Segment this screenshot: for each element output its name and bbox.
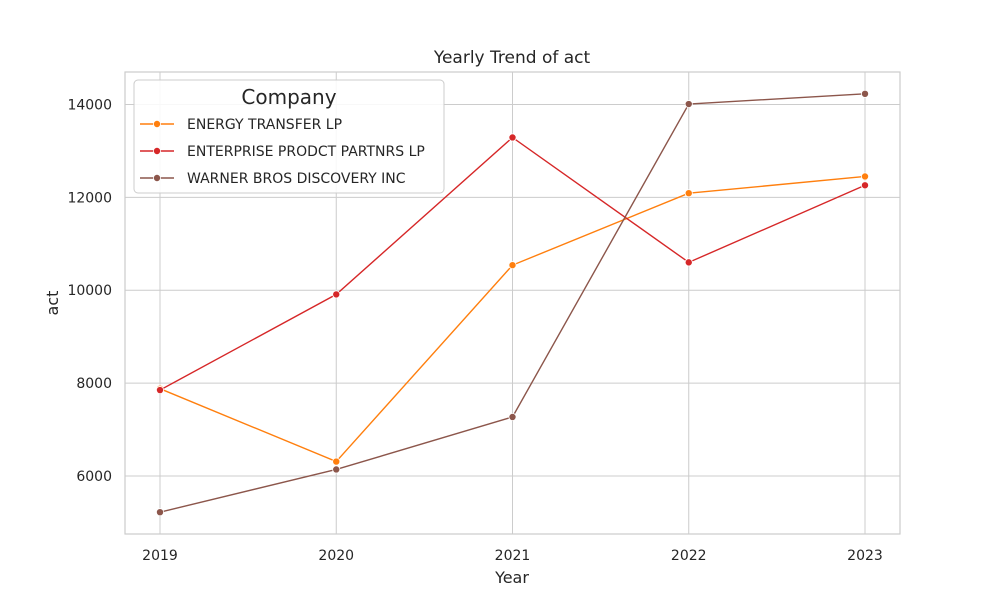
legend-label: ENTERPRISE PRODCT PARTNRS LP: [187, 144, 425, 160]
y-axis-label: act: [43, 291, 62, 316]
x-tick-label: 2021: [495, 548, 531, 564]
x-tick-label: 2019: [142, 548, 178, 564]
x-tick-label: 2020: [318, 548, 354, 564]
data-point: [684, 258, 693, 267]
x-tick-labels: 2019 2020 2021 2022 2023: [142, 548, 883, 564]
x-tick-label: 2022: [671, 548, 707, 564]
legend-entries: ENERGY TRANSFER LP ENTERPRISE PRODCT PART…: [140, 117, 425, 187]
x-axis-label: Year: [494, 568, 529, 587]
data-point: [861, 181, 870, 190]
legend-marker: [152, 173, 161, 182]
legend-entry: WARNER BROS DISCOVERY INC: [140, 171, 406, 187]
data-point: [332, 290, 341, 299]
series-layer: [155, 89, 870, 517]
legend: Company ENERGY TRANSFER LP ENTERPRISE PRO…: [133, 79, 445, 194]
data-point: [508, 412, 517, 421]
x-tick-label: 2023: [847, 548, 883, 564]
data-point: [684, 189, 693, 198]
y-tick-label: 12000: [67, 190, 112, 206]
data-point: [861, 172, 870, 181]
legend-label: WARNER BROS DISCOVERY INC: [187, 171, 406, 187]
data-point: [332, 457, 341, 466]
legend-box: [133, 79, 445, 194]
series-2: [155, 133, 870, 395]
legend-entry: ENTERPRISE PRODCT PARTNRS LP: [140, 144, 425, 160]
series-3: [155, 89, 870, 517]
grid-lines: [125, 72, 900, 534]
data-point: [861, 89, 870, 98]
legend-label: ENERGY TRANSFER LP: [187, 117, 342, 133]
chart-title: Yearly Trend of act: [433, 48, 591, 68]
y-tick-label: 10000: [67, 283, 112, 299]
data-point: [508, 133, 517, 142]
y-tick-label: 6000: [76, 469, 112, 485]
y-tick-label: 8000: [76, 376, 112, 392]
data-point: [155, 508, 164, 517]
plot-frame: [124, 71, 901, 535]
data-point: [155, 386, 164, 395]
data-point: [332, 465, 341, 474]
data-point: [508, 261, 517, 270]
y-tick-labels: 6000 8000 10000 12000 14000: [67, 98, 112, 485]
series-1: [155, 172, 870, 466]
y-tick-label: 14000: [67, 98, 112, 114]
legend-marker: [152, 120, 161, 129]
legend-entry: ENERGY TRANSFER LP: [140, 117, 342, 133]
legend-title: Company: [241, 85, 336, 109]
legend-marker: [152, 146, 161, 155]
data-point: [684, 100, 693, 109]
